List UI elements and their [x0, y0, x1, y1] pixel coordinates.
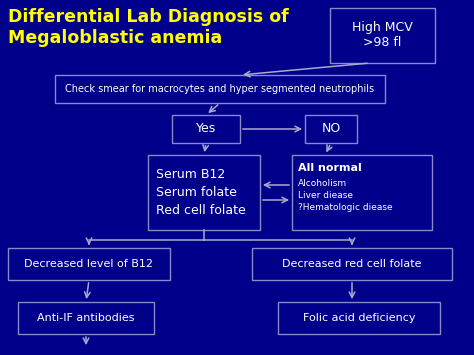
Text: NO: NO	[321, 122, 341, 136]
Text: Decreased red cell folate: Decreased red cell folate	[282, 259, 422, 269]
FancyBboxPatch shape	[252, 248, 452, 280]
FancyBboxPatch shape	[330, 8, 435, 63]
Text: Alcoholism
Liver diease
?Hematologic diease: Alcoholism Liver diease ?Hematologic die…	[298, 179, 392, 212]
Text: Folic acid deficiency: Folic acid deficiency	[303, 313, 415, 323]
Text: Decreased level of B12: Decreased level of B12	[25, 259, 154, 269]
FancyBboxPatch shape	[18, 302, 154, 334]
FancyBboxPatch shape	[278, 302, 440, 334]
FancyBboxPatch shape	[55, 75, 385, 103]
Text: Serum B12
Serum folate
Red cell folate: Serum B12 Serum folate Red cell folate	[156, 168, 246, 217]
Text: High MCV
>98 fl: High MCV >98 fl	[352, 22, 413, 49]
Text: Differential Lab Diagnosis of
Megaloblastic anemia: Differential Lab Diagnosis of Megaloblas…	[8, 8, 289, 47]
FancyBboxPatch shape	[8, 248, 170, 280]
FancyBboxPatch shape	[172, 115, 240, 143]
Text: All normal: All normal	[298, 163, 362, 173]
FancyBboxPatch shape	[305, 115, 357, 143]
Text: Check smear for macrocytes and hyper segmented neutrophils: Check smear for macrocytes and hyper seg…	[65, 84, 374, 94]
Text: Yes: Yes	[196, 122, 216, 136]
FancyBboxPatch shape	[148, 155, 260, 230]
FancyBboxPatch shape	[292, 155, 432, 230]
Text: Anti-IF antibodies: Anti-IF antibodies	[37, 313, 135, 323]
